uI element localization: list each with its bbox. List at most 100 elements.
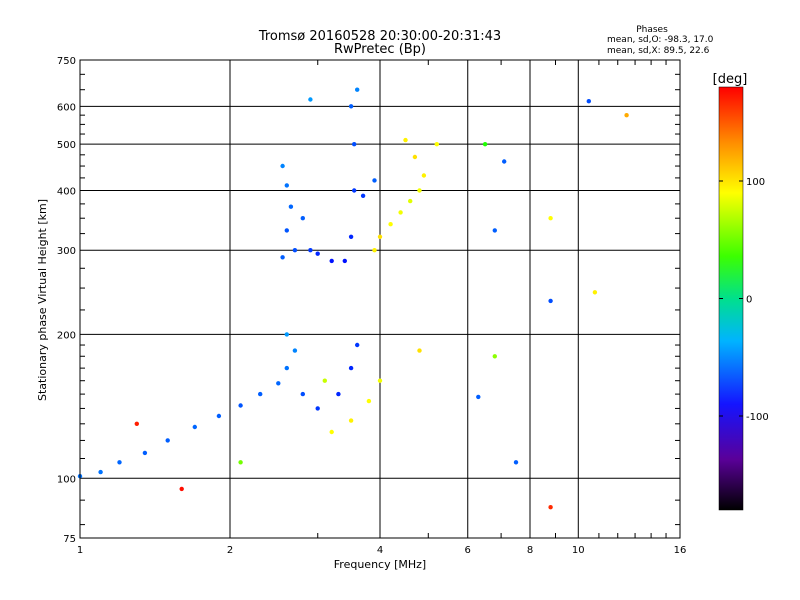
phases-mean-o: mean, sd,O: -98.3, 17.0 — [607, 35, 714, 45]
data-point — [238, 403, 243, 408]
x-axis: 1 2 4 6 8 10 16 — [77, 60, 687, 556]
data-point — [280, 163, 285, 169]
x-tick-label: 4 — [377, 545, 383, 556]
data-point — [342, 258, 347, 264]
data-point — [482, 142, 488, 147]
data-point — [408, 198, 413, 204]
data-point — [284, 365, 289, 371]
data-point — [502, 159, 507, 164]
chart-title: Tromsø 20160528 20:30:00-20:31:43 — [258, 29, 501, 44]
data-point — [352, 188, 357, 193]
grid — [80, 60, 680, 538]
data-point — [284, 332, 289, 337]
y-tick-label: 500 — [57, 140, 76, 151]
data-point — [366, 398, 372, 404]
colorbar-tick-label: 0 — [746, 295, 752, 306]
y-tick-label: 400 — [57, 186, 76, 197]
data-point — [377, 234, 383, 239]
data-point — [412, 154, 418, 160]
data-point — [348, 234, 354, 239]
data-point — [280, 255, 285, 260]
data-point — [513, 460, 519, 465]
data-point — [134, 421, 139, 426]
data-point — [372, 248, 377, 253]
data-point — [348, 418, 354, 423]
y-tick-label: 100 — [57, 474, 76, 485]
y-tick-label: 75 — [63, 534, 76, 545]
data-point — [142, 450, 148, 456]
data-point — [98, 469, 103, 475]
data-point — [348, 104, 354, 109]
data-point — [372, 178, 377, 183]
data-point — [315, 251, 320, 256]
data-point — [288, 204, 294, 209]
phases-mean-x: mean, sd,X: 89.5, 22.6 — [607, 46, 710, 56]
y-tick-label: 750 — [57, 56, 76, 67]
data-point — [417, 348, 422, 353]
x-axis-label: Frequency [MHz] — [334, 558, 426, 571]
data-point — [276, 381, 281, 386]
data-point — [492, 354, 497, 359]
colorbar-tick-label: -100 — [746, 412, 769, 423]
data-point — [329, 429, 334, 435]
y-tick-label: 200 — [57, 330, 76, 341]
data-point — [398, 210, 403, 215]
data-point — [165, 438, 170, 443]
data-point — [388, 222, 393, 227]
data-point — [258, 391, 263, 397]
data-point — [403, 137, 408, 143]
data-point — [238, 460, 243, 465]
x-tick-label: 2 — [227, 545, 233, 556]
y-axis-label: Stationary phase Virtual Height [km] — [36, 199, 49, 401]
data-point — [586, 99, 591, 104]
data-point — [348, 365, 354, 371]
x-tick-label: 6 — [465, 545, 471, 556]
data-point — [300, 216, 305, 221]
data-point — [548, 298, 553, 304]
data-point — [292, 348, 298, 353]
data-point — [548, 216, 553, 221]
data-point — [492, 228, 497, 233]
data-point — [355, 342, 360, 348]
data-point — [179, 486, 184, 492]
data-point — [377, 378, 383, 383]
y-tick-label: 600 — [57, 102, 76, 113]
data-point — [421, 173, 427, 178]
chart-subtitle: RwPretec (Bp) — [334, 42, 426, 57]
data-point — [192, 424, 197, 430]
data-point — [300, 391, 305, 397]
data-point — [355, 87, 360, 92]
data-point — [117, 460, 122, 465]
x-tick-label: 16 — [674, 545, 687, 556]
data-point — [434, 142, 439, 147]
data-point — [322, 378, 327, 383]
data-point — [329, 258, 334, 264]
data-point — [624, 113, 629, 118]
y-axis: 75 100 200 300 400 500 600 750 — [57, 56, 680, 545]
y-tick-label: 300 — [57, 246, 76, 257]
data-point — [315, 406, 320, 411]
data-point — [308, 97, 313, 102]
data-points — [77, 87, 629, 510]
colorbar-ticks: 100 0 -100 — [719, 177, 769, 423]
phases-title: Phases — [636, 25, 668, 35]
data-point — [336, 391, 341, 397]
colorbar-tick-label: 100 — [746, 177, 765, 188]
data-point — [417, 188, 422, 193]
x-tick-label: 10 — [572, 545, 585, 556]
x-tick-label: 1 — [77, 545, 83, 556]
data-point — [476, 394, 481, 400]
data-point — [548, 505, 553, 510]
data-point — [284, 228, 289, 233]
data-point — [352, 142, 357, 147]
data-point — [592, 290, 598, 295]
x-tick-label: 8 — [527, 545, 533, 556]
data-point — [360, 193, 366, 198]
colorbar-label: [deg] — [713, 72, 748, 87]
data-point — [216, 413, 222, 419]
plot-frame — [79, 59, 681, 539]
data-point — [292, 248, 298, 253]
data-point — [308, 248, 313, 253]
data-point — [284, 183, 289, 188]
